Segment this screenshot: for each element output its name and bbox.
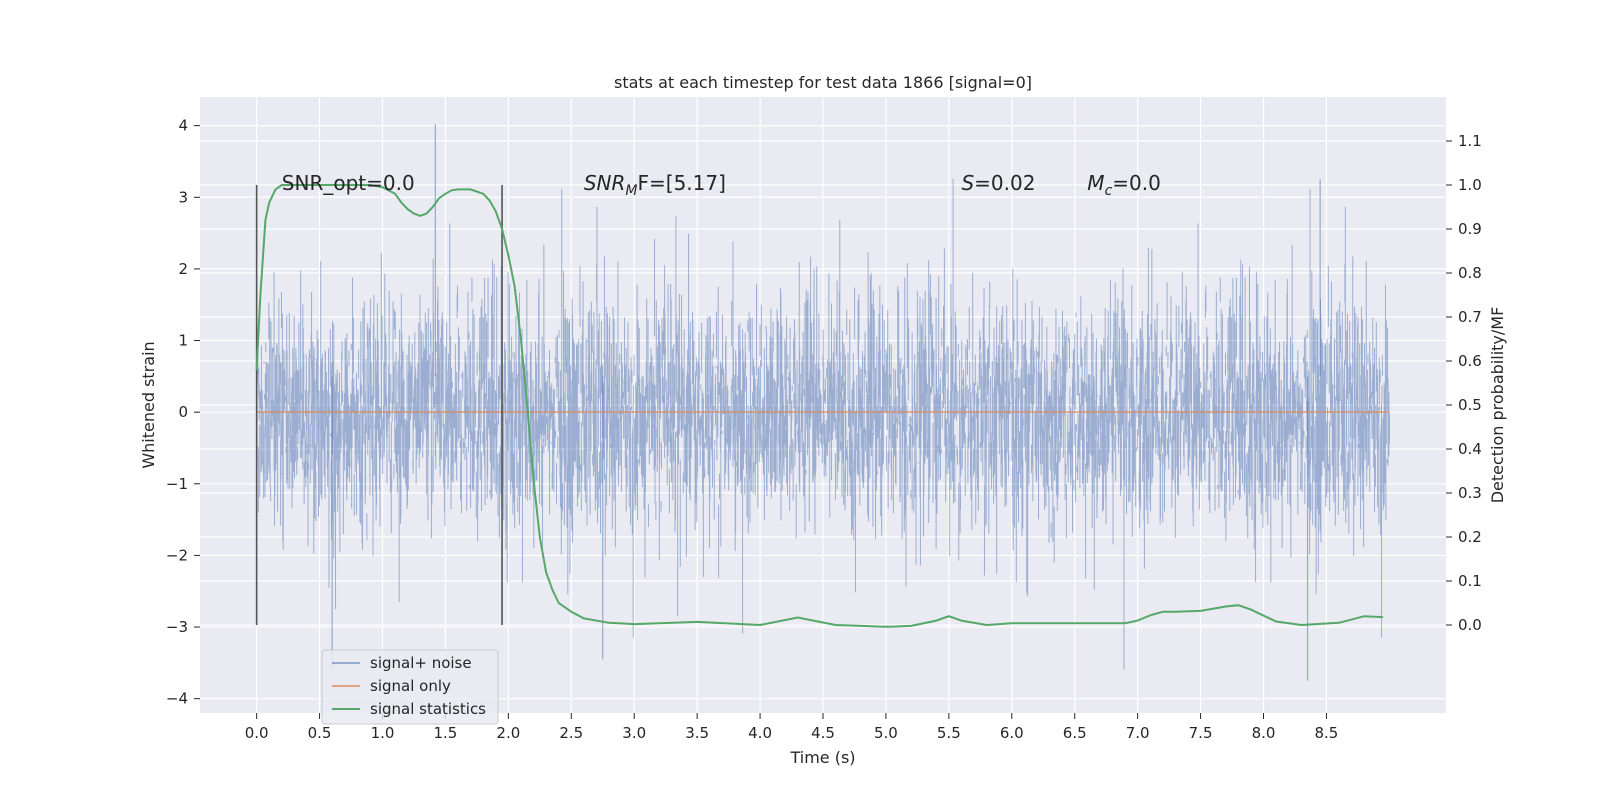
x-tick-label: 8.0 [1252,724,1276,742]
x-tick-label: 7.5 [1189,724,1213,742]
tick-labels: 0.0 0.5 1.0 1.5 2.0 2.5 3.0 3.5 4.0 4.5 5.0 5.5 6.0 6… [166,117,1482,742]
y-axis-label: Whitened strain [139,341,158,468]
y-axis-right-label: Detection probability/MF [1488,307,1507,504]
y-right-tick-label: 1.1 [1458,132,1482,150]
y-tick-label: −1 [166,475,188,493]
y-right-tick-label: 0.5 [1458,396,1482,414]
y-tick-label: 4 [178,117,188,135]
y-right-tick-label: 0.7 [1458,308,1482,326]
x-tick-label: 1.0 [371,724,395,742]
y-tick-label: 1 [178,332,188,350]
legend: signal+ noise signal only signal statist… [321,649,499,725]
y-tick-label: 2 [178,260,188,278]
x-tick-label: 3.0 [622,724,646,742]
y-right-tick-label: 0.4 [1458,440,1482,458]
y-right-tick-label: 0.6 [1458,352,1482,370]
annotations: SNR_opt=0.0 SNRMF=[5.17] S=0.02 Mc=0.0 [282,171,1161,199]
legend-label-statistics: signal statistics [370,700,486,718]
statistics-series [255,184,1384,628]
y-right-tick-label: 0.0 [1458,616,1482,634]
x-tick-label: 6.0 [1000,724,1024,742]
y-right-tick-label: 0.9 [1458,220,1482,238]
x-tick-label: 2.5 [559,724,583,742]
chart-title: stats at each timestep for test data 186… [614,73,1032,92]
statistics-line [255,184,1384,628]
y-tick-label: 0 [178,403,188,421]
y-right-tick-label: 0.8 [1458,264,1482,282]
x-tick-label: 6.5 [1063,724,1087,742]
y-right-tick-label: 1.0 [1458,176,1482,194]
y-tick-label: 3 [178,188,188,206]
y-right-tick-label: 0.1 [1458,572,1482,590]
x-tick-label: 4.5 [811,724,835,742]
y-tick-label: −2 [166,546,188,564]
x-tick-label: 5.0 [874,724,898,742]
x-tick-label: 2.0 [496,724,520,742]
x-tick-label: 1.5 [433,724,457,742]
x-tick-label: 0.5 [308,724,332,742]
legend-label-noise: signal+ noise [370,654,472,672]
y-tick-label: −4 [166,690,188,708]
annotation-0: SNR_opt=0.0 [282,171,415,195]
vertical-markers [255,185,503,625]
annotation-3: Mc=0.0 [1087,171,1161,199]
legend-label-signal: signal only [370,677,451,695]
annotation-2: S=0.02 [961,171,1035,195]
y-right-tick-label: 0.2 [1458,528,1482,546]
annotation-1: SNRMF=[5.17] [584,171,726,199]
x-tick-label: 3.5 [685,724,709,742]
y-tick-label: −3 [166,618,188,636]
legend-box [321,649,499,725]
x-tick-label: 4.0 [748,724,772,742]
x-tick-label: 7.0 [1126,724,1150,742]
x-tick-label: 5.5 [937,724,961,742]
x-tick-label: 8.5 [1315,724,1339,742]
y-right-tick-label: 0.3 [1458,484,1482,502]
x-tick-label: 0.0 [245,724,269,742]
x-axis-label: Time (s) [789,748,855,767]
